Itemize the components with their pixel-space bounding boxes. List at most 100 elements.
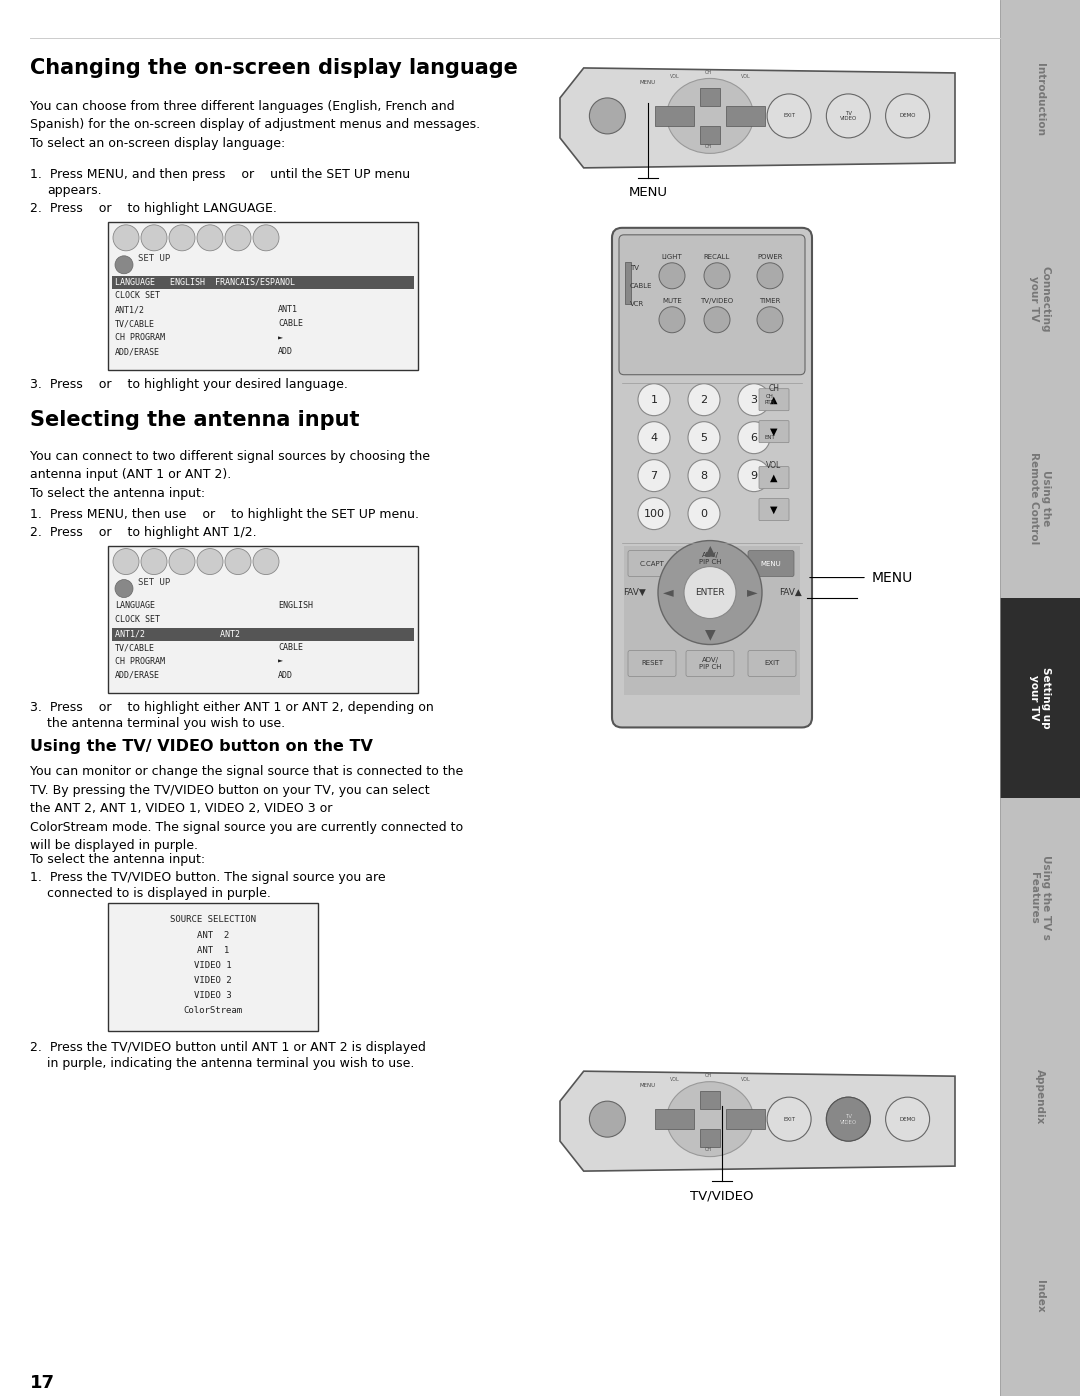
Text: Selecting the antenna input: Selecting the antenna input	[30, 409, 360, 430]
Text: ANT  1: ANT 1	[197, 946, 229, 956]
Circle shape	[688, 422, 720, 454]
Text: MENU: MENU	[629, 186, 667, 198]
Text: ▼: ▼	[770, 504, 778, 514]
Text: POWER: POWER	[757, 254, 783, 260]
Text: 2.  Press    or    to highlight ANT 1/2.: 2. Press or to highlight ANT 1/2.	[30, 525, 257, 539]
Text: EXIT: EXIT	[765, 661, 780, 666]
Text: CH: CH	[769, 384, 780, 393]
Circle shape	[197, 225, 222, 251]
Circle shape	[638, 384, 670, 416]
Text: EXIT: EXIT	[783, 1116, 795, 1122]
Circle shape	[738, 384, 770, 416]
Circle shape	[590, 1101, 625, 1137]
Text: ANT1/2               ANT2: ANT1/2 ANT2	[114, 630, 240, 638]
Circle shape	[638, 460, 670, 492]
Bar	[1000, 0, 1080, 200]
Bar	[1000, 398, 1080, 598]
Text: Changing the on-screen display language: Changing the on-screen display language	[30, 57, 518, 78]
Text: LIGHT: LIGHT	[662, 254, 683, 260]
Text: C.CAPT: C.CAPT	[639, 560, 664, 567]
Text: CH PROGRAM: CH PROGRAM	[114, 334, 165, 342]
Text: TV
VIDEO: TV VIDEO	[840, 110, 856, 122]
Circle shape	[253, 549, 279, 574]
Circle shape	[168, 549, 195, 574]
Text: 3.  Press    or    to highlight your desired language.: 3. Press or to highlight your desired la…	[30, 377, 348, 391]
Text: ANT1: ANT1	[278, 306, 298, 314]
Text: MENU: MENU	[872, 570, 914, 584]
Text: CH: CH	[704, 1073, 712, 1078]
Text: ENTER: ENTER	[696, 588, 725, 597]
Text: 2.  Press    or    to highlight LANGUAGE.: 2. Press or to highlight LANGUAGE.	[30, 201, 276, 215]
Text: TV/VIDEO: TV/VIDEO	[690, 1189, 754, 1201]
Text: ADD/ERASE: ADD/ERASE	[114, 671, 160, 680]
FancyBboxPatch shape	[612, 228, 812, 728]
Bar	[700, 1129, 720, 1147]
Circle shape	[114, 580, 133, 598]
Circle shape	[590, 98, 625, 134]
Text: FAV▲: FAV▲	[779, 588, 801, 597]
Text: ADD/ERASE: ADD/ERASE	[114, 348, 160, 356]
Text: Using the TV/ VIDEO button on the TV: Using the TV/ VIDEO button on the TV	[30, 739, 373, 754]
Circle shape	[688, 460, 720, 492]
Text: Using the TV s
Features: Using the TV s Features	[1029, 855, 1051, 940]
Text: 3.  Press    or    to highlight either ANT 1 or ANT 2, depending on: 3. Press or to highlight either ANT 1 or…	[30, 701, 434, 714]
Text: appears.: appears.	[48, 184, 102, 197]
Text: RECALL: RECALL	[704, 254, 730, 260]
Text: VOL: VOL	[741, 74, 751, 80]
Text: MENU: MENU	[639, 1083, 656, 1088]
Circle shape	[659, 263, 685, 289]
Circle shape	[225, 549, 251, 574]
FancyBboxPatch shape	[759, 388, 789, 411]
Text: ENT: ENT	[765, 436, 775, 440]
Text: CH PROGRAM: CH PROGRAM	[114, 657, 165, 666]
Text: 7: 7	[650, 471, 658, 481]
Bar	[1000, 997, 1080, 1196]
Circle shape	[197, 549, 222, 574]
Text: the antenna terminal you wish to use.: the antenna terminal you wish to use.	[48, 718, 285, 731]
Bar	[726, 1109, 766, 1129]
Text: Introduction: Introduction	[1035, 63, 1045, 137]
Text: 17: 17	[30, 1375, 55, 1391]
Text: SOURCE SELECTION: SOURCE SELECTION	[170, 915, 256, 925]
Text: CABLE: CABLE	[630, 282, 652, 289]
Text: ▲: ▲	[770, 472, 778, 482]
Bar	[108, 222, 418, 370]
Circle shape	[757, 263, 783, 289]
Circle shape	[684, 567, 735, 619]
Text: ANT  2: ANT 2	[197, 932, 229, 940]
FancyBboxPatch shape	[748, 550, 794, 577]
Circle shape	[826, 1097, 870, 1141]
Bar	[108, 904, 318, 1031]
Circle shape	[826, 94, 870, 138]
Circle shape	[113, 225, 139, 251]
Bar	[108, 546, 418, 693]
Text: TV/VIDEO: TV/VIDEO	[701, 298, 733, 303]
Text: DEMO: DEMO	[900, 113, 916, 119]
Text: SET UP: SET UP	[138, 254, 171, 263]
FancyBboxPatch shape	[748, 651, 796, 676]
Text: 6: 6	[751, 433, 757, 443]
Text: 1.  Press the TV/VIDEO button. The signal source you are: 1. Press the TV/VIDEO button. The signal…	[30, 872, 386, 884]
Text: LANGUAGE   ENGLISH  FRANCAIS/ESPANOL: LANGUAGE ENGLISH FRANCAIS/ESPANOL	[114, 278, 295, 286]
Text: CABLE: CABLE	[278, 643, 303, 652]
Bar	[624, 546, 800, 696]
Bar	[700, 88, 720, 106]
FancyBboxPatch shape	[627, 651, 676, 676]
Text: 100: 100	[644, 509, 664, 518]
Bar	[1000, 798, 1080, 997]
Text: ◄: ◄	[663, 585, 673, 599]
Circle shape	[658, 541, 762, 644]
Circle shape	[704, 263, 730, 289]
Text: You can choose from three different languages (English, French and
Spanish) for : You can choose from three different lang…	[30, 101, 481, 149]
Text: ColorStream: ColorStream	[184, 1006, 243, 1016]
Circle shape	[826, 1097, 870, 1141]
Text: 0: 0	[701, 509, 707, 518]
Circle shape	[638, 497, 670, 529]
Text: ▲: ▲	[770, 395, 778, 405]
Circle shape	[141, 225, 167, 251]
Text: ADD: ADD	[278, 671, 293, 680]
Bar	[1000, 200, 1080, 398]
Bar	[654, 106, 694, 126]
Text: VOL: VOL	[670, 1077, 679, 1083]
Text: 1: 1	[650, 395, 658, 405]
